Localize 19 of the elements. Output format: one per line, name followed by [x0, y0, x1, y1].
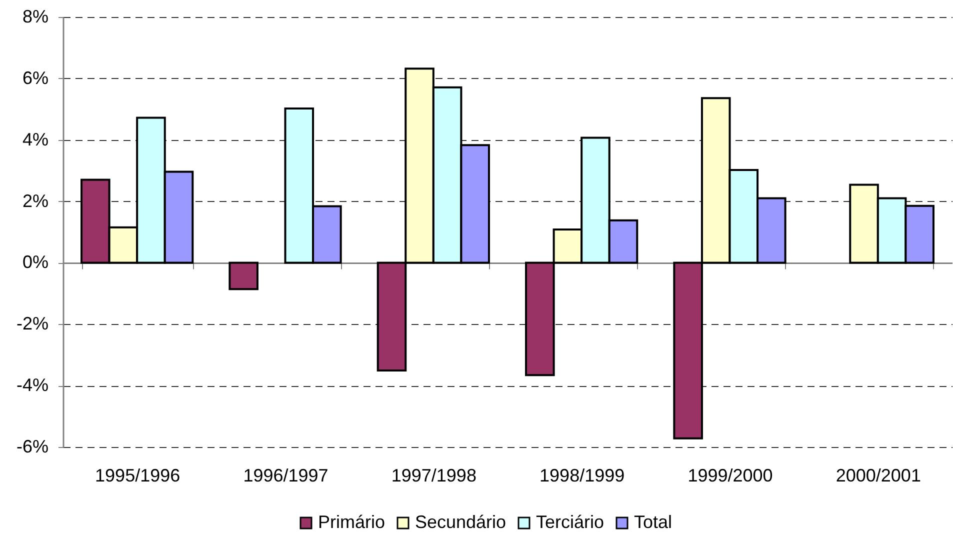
y-tick-label: 8% [22, 6, 48, 26]
legend-label: Secundário [415, 512, 506, 532]
x-tick-label: 1995/1996 [95, 466, 180, 486]
x-tick-label: 1996/1997 [243, 466, 328, 486]
y-tick-label: -4% [16, 375, 48, 396]
y-tick-label: -6% [16, 436, 48, 456]
y-tick-label: 4% [22, 129, 48, 150]
x-tick-label: 2000/2001 [836, 466, 921, 486]
y-tick-label: 6% [22, 68, 48, 88]
x-tick-label: 1998/1999 [540, 466, 625, 486]
bar [228, 262, 258, 290]
y-tick-label: -2% [16, 314, 48, 334]
x-tick-label: 1999/2000 [688, 466, 773, 486]
x-tick-label: 1997/1998 [391, 466, 476, 486]
y-tick-label: 0% [22, 252, 48, 272]
legend-label: Total [634, 512, 672, 532]
y-tick-label: 2% [22, 190, 48, 211]
legend-label: Primário [318, 512, 386, 532]
legend-label: Terciário [536, 512, 604, 532]
